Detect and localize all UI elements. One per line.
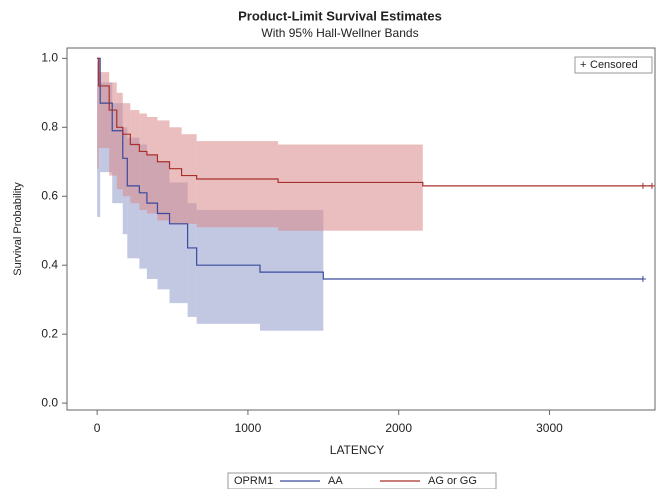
censor-symbol: + — [580, 59, 586, 71]
confidence-band — [122, 103, 131, 197]
legend-label: AG or GG — [428, 475, 477, 487]
confidence-band — [146, 116, 158, 214]
confidence-band — [130, 110, 140, 204]
censor-legend-box — [574, 56, 653, 74]
y-tick-label: 0.0 — [41, 395, 58, 409]
confidence-band — [97, 61, 99, 169]
legend-title: OPRM1 — [234, 475, 273, 487]
chart-subtitle: With 95% Hall-Wellner Bands — [261, 26, 418, 40]
confidence-band — [196, 141, 279, 228]
confidence-band — [196, 210, 260, 324]
lines — [97, 57, 655, 282]
confidence-band — [169, 127, 182, 224]
plot-frame — [66, 47, 656, 411]
x-axis-label: LATENCY — [330, 443, 384, 457]
legend-label: AA — [328, 475, 343, 487]
x-tick-label: 1000 — [235, 421, 262, 435]
chart-title: Product-Limit Survival Estimates — [238, 8, 442, 23]
confidence-band — [181, 134, 197, 224]
y-tick-label: 1.0 — [41, 51, 58, 65]
y-tick-label: 0.8 — [41, 119, 58, 133]
confidence-band — [146, 154, 158, 279]
confidence-band — [116, 92, 123, 190]
confidence-band — [139, 113, 147, 211]
x-tick-label: 0 — [94, 421, 101, 435]
x-tick-label: 2000 — [385, 421, 412, 435]
confidence-band — [278, 144, 423, 231]
confidence-band — [157, 120, 170, 221]
y-tick-label: 0.2 — [41, 326, 58, 340]
survival-line — [97, 57, 643, 280]
censor-mark — [648, 182, 655, 189]
y-axis-label: Survival Probability — [12, 182, 24, 276]
censor-legend-label: Censored — [590, 59, 638, 71]
survival-line — [97, 57, 652, 187]
bands — [97, 58, 423, 331]
confidence-band — [109, 82, 117, 176]
x-tick-label: 3000 — [536, 421, 563, 435]
confidence-band — [187, 203, 197, 317]
censor-mark — [639, 275, 646, 282]
confidence-band — [98, 72, 110, 148]
y-tick-label: 0.4 — [41, 257, 58, 271]
censor-mark — [639, 182, 646, 189]
y-tick-label: 0.6 — [41, 188, 58, 202]
